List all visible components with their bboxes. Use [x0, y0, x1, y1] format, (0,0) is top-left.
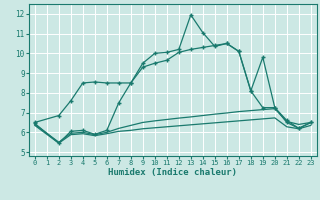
X-axis label: Humidex (Indice chaleur): Humidex (Indice chaleur): [108, 168, 237, 177]
